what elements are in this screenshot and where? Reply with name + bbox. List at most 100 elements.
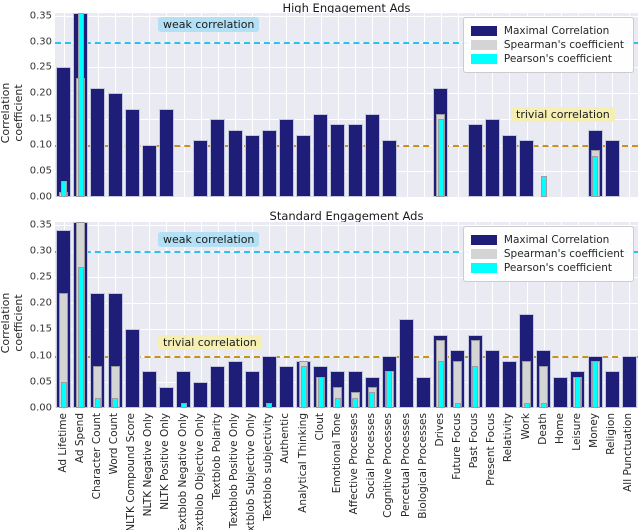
legend-label: Spearman's coefficient xyxy=(503,248,624,260)
y-tick-label: 0.30 xyxy=(29,245,52,257)
gridline-vertical xyxy=(595,222,597,408)
gridline-vertical xyxy=(492,13,494,197)
bar-maximal-correlation xyxy=(278,119,294,197)
gridline-vertical xyxy=(509,13,511,197)
legend-label: Pearson's coefficient xyxy=(503,53,613,65)
legend-label: Maximal Correlation xyxy=(503,234,610,246)
gridline-vertical xyxy=(492,222,494,408)
gridline-vertical xyxy=(303,222,305,408)
x-tick-label: NLTK Positive Only xyxy=(159,413,172,510)
legend-label: Pearson's coefficient xyxy=(503,262,613,274)
gridline-horizontal xyxy=(55,381,638,383)
gridline-vertical xyxy=(509,222,511,408)
bar-maximal-correlation xyxy=(56,67,72,197)
gridline-vertical xyxy=(286,13,288,197)
x-tick-label: Present Focus xyxy=(485,413,498,486)
bar-pearson-coefficient xyxy=(454,402,461,408)
x-tick-label: NLTK Negative Only xyxy=(142,413,155,517)
x-tick-label: Authentic xyxy=(279,413,292,464)
bar-pearson-coefficient xyxy=(112,397,118,408)
gridline-vertical xyxy=(252,13,254,197)
gridline-vertical xyxy=(595,13,597,197)
bar-pearson-coefficient xyxy=(523,402,530,408)
bar-pearson-coefficient xyxy=(77,13,84,197)
bar-pearson-coefficient xyxy=(60,181,67,197)
bar-maximal-correlation xyxy=(519,140,535,197)
gridline-vertical xyxy=(423,222,425,408)
bar-maximal-correlation xyxy=(107,93,123,197)
gridline-vertical xyxy=(337,222,339,408)
legend-pearson: Pearson's coefficient xyxy=(470,262,624,274)
gridline-horizontal xyxy=(55,277,638,278)
gridline-horizontal xyxy=(55,303,638,305)
y-tick-label: 0.30 xyxy=(29,36,52,47)
bar-maximal-correlation xyxy=(227,360,243,408)
bar-pearson-coefficient xyxy=(386,371,393,408)
x-tick-label: Textblob Subjective Only xyxy=(245,413,258,530)
y-tick-label: 0.35 xyxy=(29,219,52,231)
bar-maximal-correlation xyxy=(501,360,517,408)
y-tick-label: 0.10 xyxy=(29,139,52,151)
y-tick-label: 0.15 xyxy=(29,323,52,335)
bar-maximal-correlation xyxy=(158,108,174,197)
gridline-vertical xyxy=(577,222,579,408)
gridline-vertical xyxy=(252,222,254,408)
x-tick-label: Biological Processes xyxy=(416,413,429,519)
gridline-vertical xyxy=(372,13,374,197)
gridline-vertical xyxy=(166,13,168,197)
gridline-vertical xyxy=(355,222,357,408)
bar-maximal-correlation xyxy=(244,134,260,197)
subplot2-title: Standard Engagement Ads xyxy=(269,209,424,223)
bar-pearson-coefficient xyxy=(180,402,187,408)
gridline-horizontal xyxy=(55,329,638,331)
bar-maximal-correlation xyxy=(193,140,209,197)
gridline-vertical xyxy=(526,13,528,197)
x-tick-label: Home xyxy=(553,413,566,445)
x-tick-label: Ad Spend xyxy=(73,413,86,464)
y-tick-label: 0.25 xyxy=(29,61,52,73)
y-tick-label: 0.00 xyxy=(29,402,52,414)
gridline-vertical xyxy=(543,13,545,197)
bar-maximal-correlation xyxy=(141,371,157,408)
bar-maximal-correlation xyxy=(296,134,312,197)
gridline-vertical xyxy=(389,222,391,408)
bar-pearson-coefficient xyxy=(300,366,307,408)
legend-spearman: Spearman's coefficient xyxy=(470,39,624,51)
x-tick-label: Future Focus xyxy=(450,413,463,480)
bar-maximal-correlation xyxy=(124,108,140,197)
bar-maximal-correlation xyxy=(193,381,209,408)
x-tick-label: Textblob subjectivity xyxy=(262,413,275,521)
gridline-horizontal xyxy=(55,119,638,121)
bar-pearson-coefficient xyxy=(94,397,101,408)
bar-maximal-correlation xyxy=(244,371,260,408)
subplot2-plot-area: weak correlation trivial correlation Maxim… xyxy=(55,222,638,408)
legend-swatch-icon xyxy=(470,54,497,64)
trivial-correlation-line xyxy=(55,355,638,358)
gridline-vertical xyxy=(286,222,288,408)
gridline-vertical xyxy=(440,222,442,408)
bar-pearson-coefficient xyxy=(437,360,444,408)
bar-maximal-correlation xyxy=(313,114,329,197)
x-tick-label: Analytical Thinking xyxy=(296,413,309,513)
y-tick-label: 0.35 xyxy=(29,10,52,22)
bar-pearson-coefficient xyxy=(352,397,359,408)
gridline-vertical xyxy=(475,13,477,197)
x-tick-label: Textblob Objective Only xyxy=(193,413,206,530)
gridline-vertical xyxy=(543,222,545,408)
x-tick-label: Leisure xyxy=(570,413,583,451)
gridline-vertical xyxy=(372,222,374,408)
legend: Maximal Correlation Spearman's coefficien… xyxy=(462,17,634,73)
legend-swatch-icon xyxy=(470,26,497,36)
bar-maximal-correlation xyxy=(467,124,483,197)
bar-pearson-coefficient xyxy=(437,119,444,197)
gridline-vertical xyxy=(166,222,168,408)
gridline-vertical xyxy=(629,13,631,197)
trivial-correlation-label: trivial correlation xyxy=(158,335,262,350)
gridline-vertical xyxy=(612,222,614,408)
gridline-vertical xyxy=(423,13,425,197)
gridline-vertical xyxy=(560,222,562,408)
bar-pearson-coefficient xyxy=(592,155,599,197)
y-tick-label: 0.20 xyxy=(29,297,52,309)
x-axis-category-labels: Ad Lifetime Ad Spend Character Count Word C… xyxy=(55,410,638,530)
bar-pearson-coefficient xyxy=(472,366,479,408)
